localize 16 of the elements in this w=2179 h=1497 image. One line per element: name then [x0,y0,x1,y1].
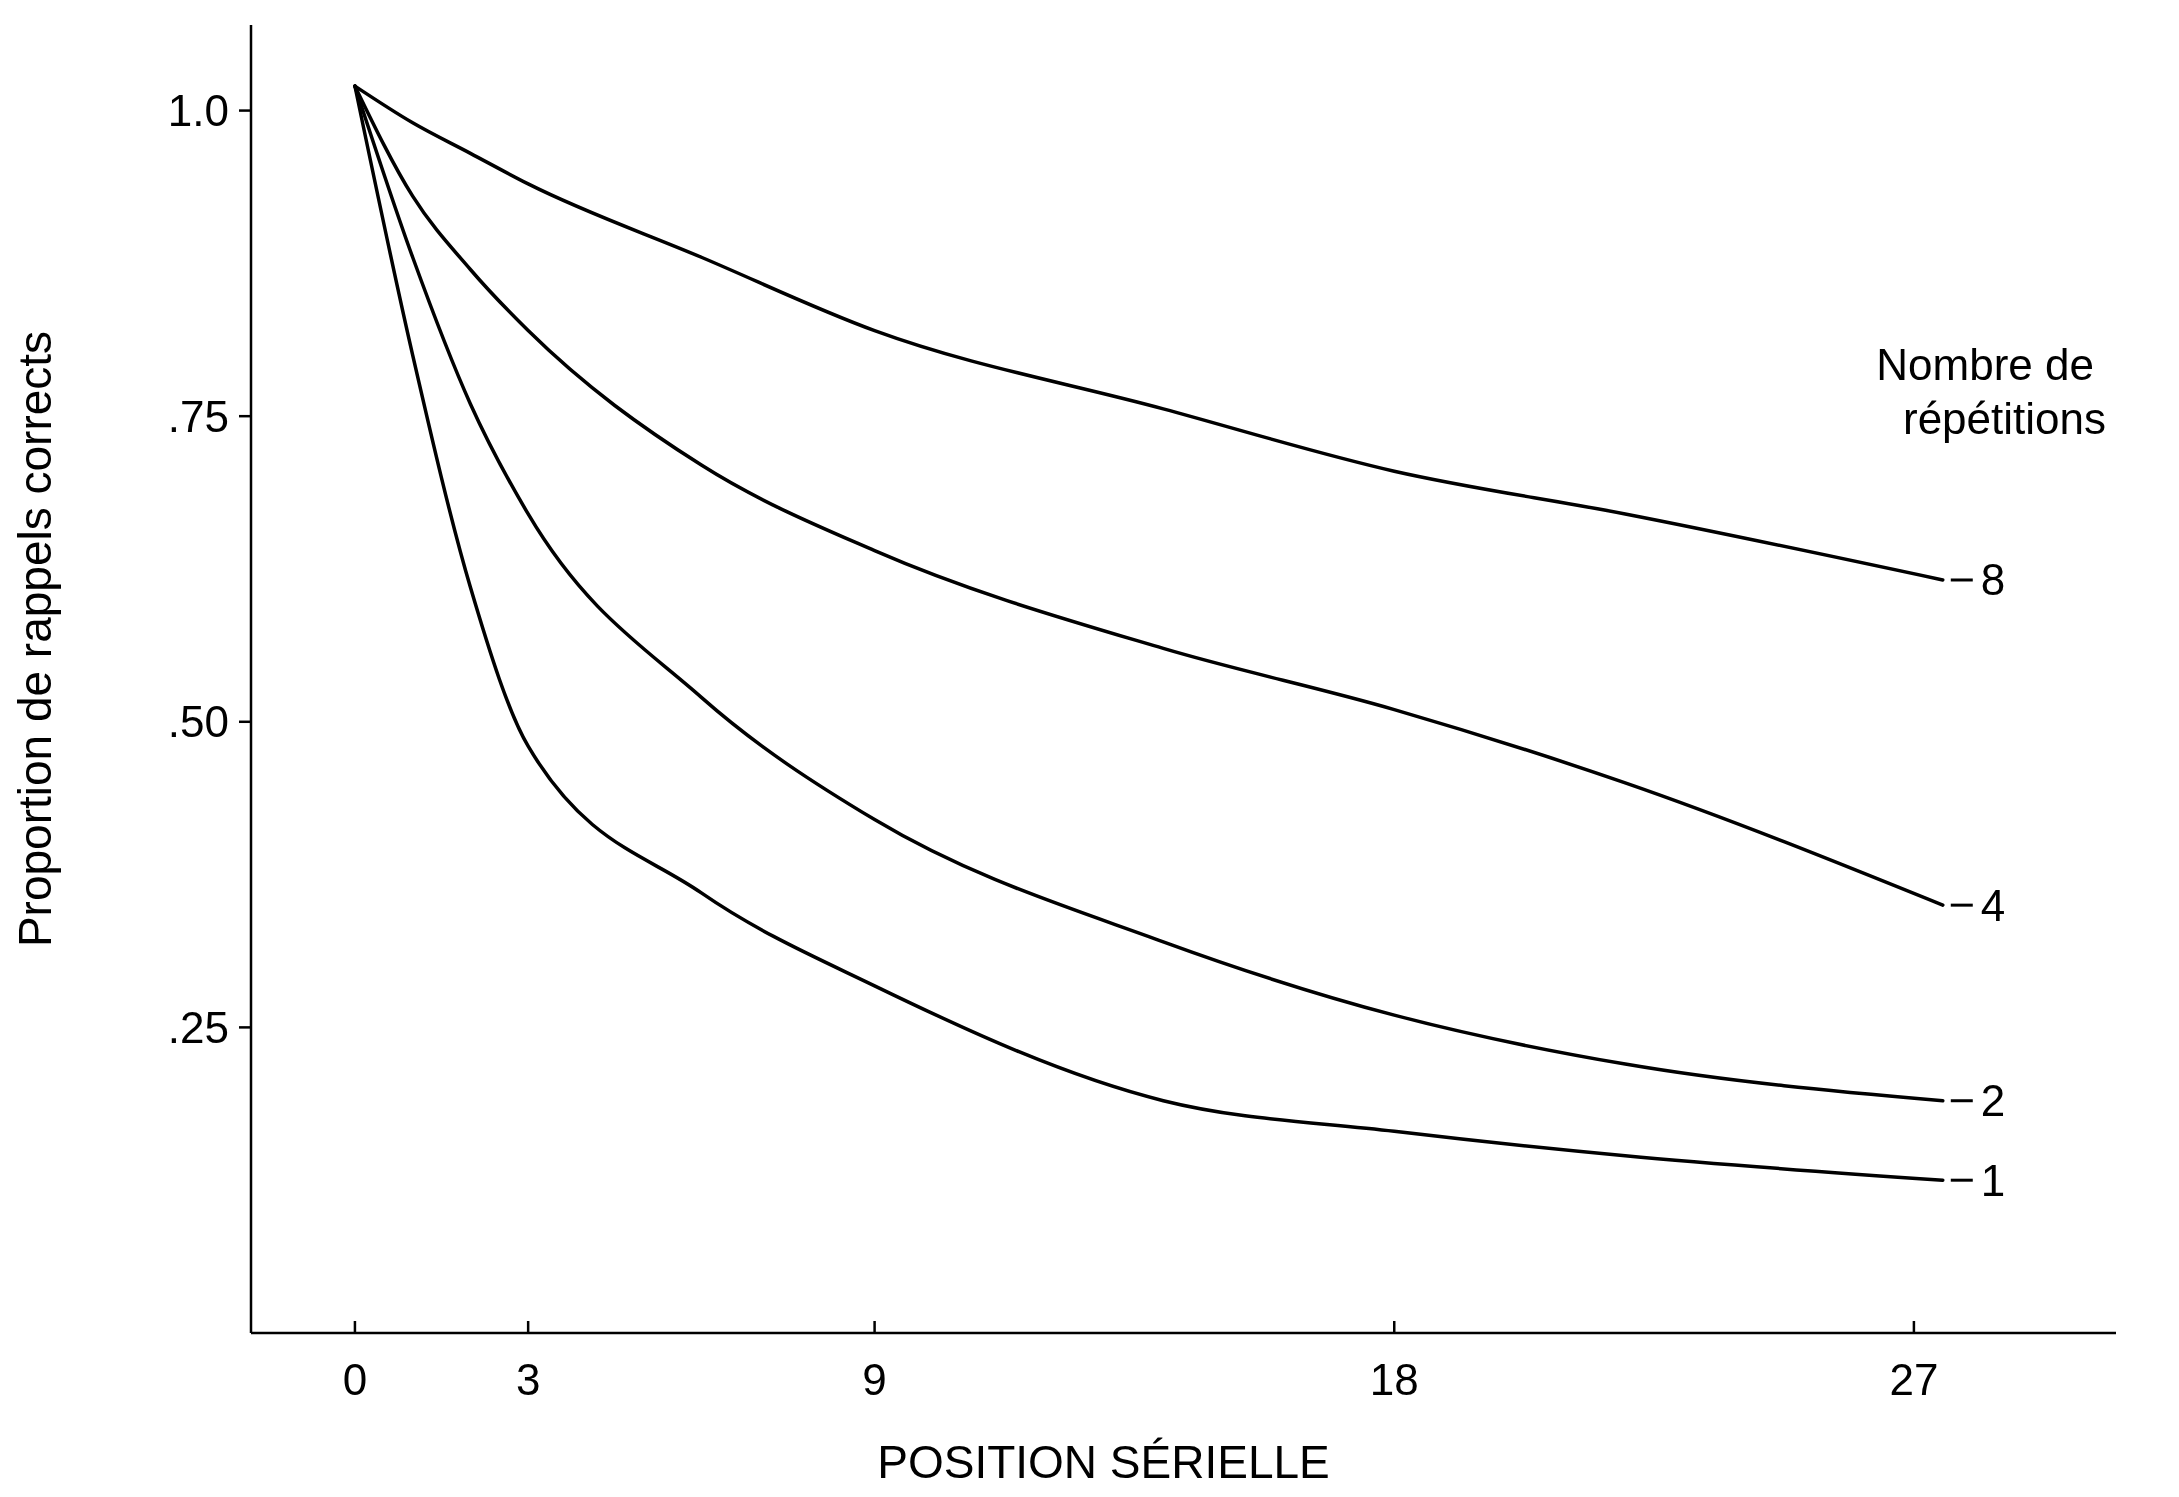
y-axis-title: Proportion de rappels corrects [9,330,61,948]
legend-label: 8 [1980,555,2006,605]
legend-label: 4 [1980,880,2006,930]
x-tick-label: 9 [862,1355,887,1404]
x-tick-label: 3 [515,1355,541,1404]
y-tick-label: .50 [167,697,229,747]
x-tick-label: 0 [342,1355,368,1404]
y-tick-label: .75 [167,391,229,441]
y-tick-label: .25 [167,1002,229,1052]
legend-title: Nombre de répétitions [1876,339,2106,443]
y-tick-label: 1.0 [167,85,229,135]
x-axis-title: POSITION SÉRIELLE [877,1436,1330,1488]
x-tick-label: 27 [1889,1355,1939,1404]
x-tick-label: 18 [1369,1355,1419,1404]
legend-label: 1 [1980,1155,2006,1205]
legend-label: 2 [1980,1076,2006,1126]
